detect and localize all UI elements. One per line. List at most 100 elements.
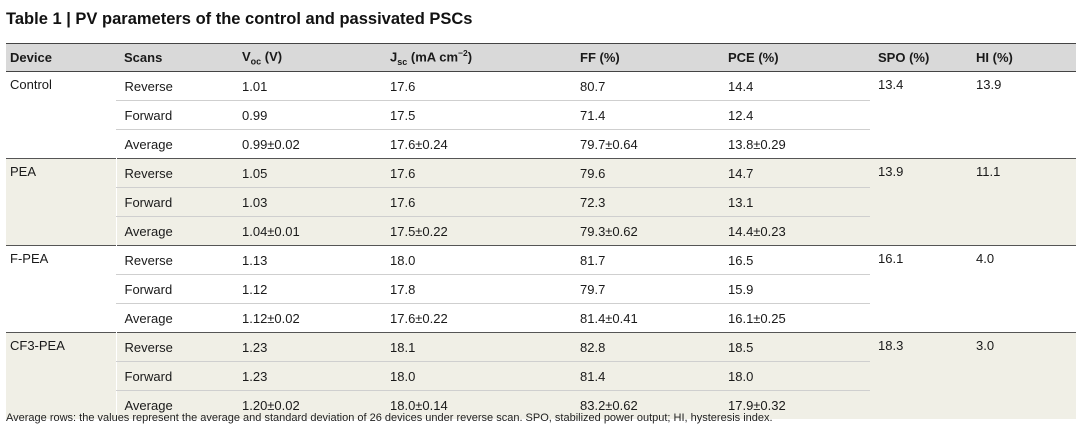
header-pce: PCE (%): [720, 43, 870, 72]
ff-cell: 83.2±0.62: [572, 390, 720, 419]
header-jsc-close: ): [467, 49, 473, 65]
pce-cell: 18.5: [720, 332, 870, 362]
pce-cell: 14.4±0.23: [720, 216, 870, 246]
header-jsc-symbol: J: [390, 49, 398, 65]
ff-cell: 80.7: [572, 71, 720, 101]
jsc-cell: 17.6: [382, 187, 572, 217]
table-title: Table 1 | PV parameters of the control a…: [6, 10, 473, 28]
ff-cell: 72.3: [572, 187, 720, 217]
jsc-cell: 17.6±0.22: [382, 303, 572, 333]
table-row: CF3-PEA Reverse 1.23 18.1 82.8 18.5 18.3…: [6, 332, 1076, 419]
scan-cell: Average: [115, 303, 234, 333]
scan-cell: Reverse: [115, 245, 234, 275]
table-row: Average 1.20±0.02 18.0±0.14 83.2±0.62 17…: [6, 390, 1076, 419]
jsc-cell: 17.8: [382, 274, 572, 304]
pce-cell: 13.8±0.29: [720, 129, 870, 159]
device-cell: PEA: [6, 158, 116, 246]
voc-cell: 0.99±0.02: [234, 129, 382, 159]
scan-cell: Forward: [115, 274, 234, 304]
ff-cell: 79.7: [572, 274, 720, 304]
pce-cell: 16.5: [720, 245, 870, 275]
header-jsc: Jsc (mA cm−2): [382, 43, 572, 72]
pce-cell: 16.1±0.25: [720, 303, 870, 333]
voc-cell: 1.20±0.02: [234, 390, 382, 419]
header-voc-symbol: V: [242, 48, 251, 64]
table-row: Average 0.99±0.02 17.6±0.24 79.7±0.64 13…: [6, 129, 1076, 159]
table-row: F-PEA Reverse 1.13 18.0 81.7 16.5 16.1 4…: [6, 245, 1076, 333]
jsc-cell: 18.1: [382, 332, 572, 362]
header-voc: Voc (V): [234, 43, 382, 72]
header-voc-unit: (V): [261, 48, 283, 64]
header-hi: HI (%): [968, 43, 1076, 72]
header-device: Device: [6, 43, 116, 72]
hi-cell: 11.1: [968, 158, 1076, 246]
hi-cell: 3.0: [968, 332, 1076, 419]
scan-cell: Forward: [115, 361, 234, 391]
voc-cell: 1.05: [234, 158, 382, 188]
jsc-cell: 17.6±0.24: [382, 129, 572, 159]
header-scans: Scans: [116, 43, 234, 72]
ff-cell: 81.4±0.41: [572, 303, 720, 333]
ff-cell: 71.4: [572, 100, 720, 130]
jsc-cell: 17.6: [382, 158, 572, 188]
jsc-cell: 18.0±0.14: [382, 390, 572, 419]
table-row: Forward 1.03 17.6 72.3 13.1: [6, 187, 1076, 217]
ff-cell: 82.8: [572, 332, 720, 362]
ff-cell: 79.6: [572, 158, 720, 188]
table-footnote: Average rows: the values represent the a…: [6, 412, 773, 424]
voc-cell: 1.12±0.02: [234, 303, 382, 333]
pce-cell: 12.4: [720, 100, 870, 130]
voc-cell: 1.03: [234, 187, 382, 217]
pce-cell: 15.9: [720, 274, 870, 304]
voc-cell: 1.04±0.01: [234, 216, 382, 246]
pce-cell: 18.0: [720, 361, 870, 391]
header-jsc-unit: (mA cm: [407, 49, 459, 65]
ff-cell: 81.7: [572, 245, 720, 275]
hi-cell: 4.0: [968, 245, 1076, 333]
scan-cell: Average: [115, 129, 234, 159]
spo-cell: 13.9: [870, 158, 968, 246]
voc-cell: 1.01: [234, 71, 382, 101]
jsc-cell: 18.0: [382, 245, 572, 275]
jsc-cell: 17.5: [382, 100, 572, 130]
device-cell: F-PEA: [6, 245, 116, 333]
table-row: Forward 1.23 18.0 81.4 18.0: [6, 361, 1076, 391]
scan-cell: Average: [115, 390, 234, 419]
table-row: Average 1.12±0.02 17.6±0.22 81.4±0.41 16…: [6, 303, 1076, 333]
scan-cell: Average: [115, 216, 234, 246]
header-row: Device Scans Voc (V) Jsc (mA cm−2) FF (%…: [6, 43, 1076, 72]
voc-cell: 1.23: [234, 332, 382, 362]
header-voc-subscript: oc: [250, 56, 262, 67]
scan-cell: Reverse: [115, 71, 234, 101]
table-row: Average 1.04±0.01 17.5±0.22 79.3±0.62 14…: [6, 216, 1076, 246]
spo-cell: 13.4: [870, 71, 968, 159]
voc-cell: 1.23: [234, 361, 382, 391]
table-row: PEA Reverse 1.05 17.6 79.6 14.7 13.9 11.…: [6, 158, 1076, 246]
scan-cell: Forward: [115, 187, 234, 217]
header-jsc-superscript: −2: [458, 48, 468, 59]
pce-cell: 14.7: [720, 158, 870, 188]
header-jsc-subscript: sc: [397, 56, 408, 67]
pce-cell: 17.9±0.32: [720, 390, 870, 419]
pce-cell: 13.1: [720, 187, 870, 217]
header-ff: FF (%): [572, 43, 720, 72]
spo-cell: 18.3: [870, 332, 968, 419]
scan-cell: Reverse: [115, 332, 234, 362]
jsc-cell: 17.5±0.22: [382, 216, 572, 246]
ff-cell: 81.4: [572, 361, 720, 391]
table-row: Control Reverse 1.01 17.6 80.7 14.4 13.4…: [6, 71, 1076, 159]
spo-cell: 16.1: [870, 245, 968, 333]
hi-cell: 13.9: [968, 71, 1076, 159]
scan-cell: Forward: [115, 100, 234, 130]
voc-cell: 1.12: [234, 274, 382, 304]
scan-cell: Reverse: [115, 158, 234, 188]
table-row: Forward 0.99 17.5 71.4 12.4: [6, 100, 1076, 130]
ff-cell: 79.3±0.62: [572, 216, 720, 246]
voc-cell: 1.13: [234, 245, 382, 275]
header-spo: SPO (%): [870, 43, 968, 72]
voc-cell: 0.99: [234, 100, 382, 130]
device-cell: Control: [6, 71, 116, 159]
jsc-cell: 17.6: [382, 71, 572, 101]
device-cell: CF3-PEA: [6, 332, 116, 419]
